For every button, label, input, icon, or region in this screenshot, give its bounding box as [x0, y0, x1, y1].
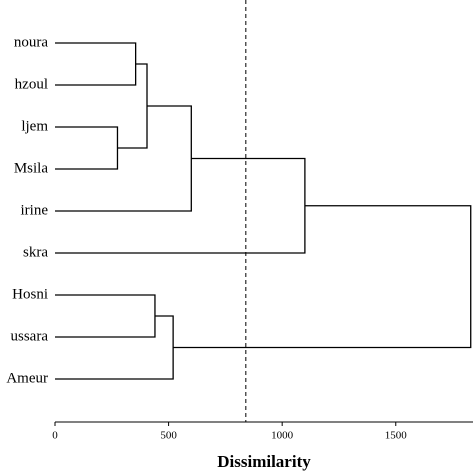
dendrogram-link — [55, 126, 119, 170]
leaf-label: Hosni — [12, 286, 48, 302]
x-tick-label: 1000 — [271, 430, 294, 442]
x-axis-label: Dissimilarity — [217, 452, 311, 471]
dendrogram-link — [55, 105, 192, 212]
leaf-label: Msila — [14, 160, 49, 176]
leaf-label: Ameur — [6, 370, 48, 386]
x-tick-label: 500 — [160, 430, 177, 442]
dendrogram-link — [173, 205, 472, 349]
dendrogram-link — [117, 63, 148, 149]
leaf-label: ljem — [21, 118, 48, 134]
dendrogram-link — [55, 157, 306, 254]
dendrogram-link — [55, 315, 174, 380]
dendrogram-link — [55, 42, 137, 86]
x-tick-label: 1500 — [385, 430, 408, 442]
leaf-label: skra — [23, 244, 48, 260]
leaf-label: noura — [14, 34, 48, 50]
x-tick-label: 0 — [52, 430, 58, 442]
dendrogram-link — [55, 294, 156, 338]
leaf-label: irine — [21, 202, 49, 218]
leaf-label: ussara — [11, 328, 49, 344]
leaf-label: hzoul — [15, 76, 48, 92]
